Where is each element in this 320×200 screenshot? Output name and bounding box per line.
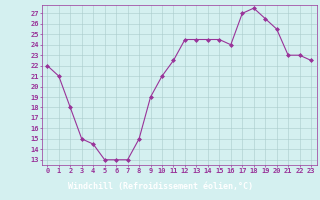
Text: Windchill (Refroidissement éolien,°C): Windchill (Refroidissement éolien,°C) — [68, 182, 252, 192]
